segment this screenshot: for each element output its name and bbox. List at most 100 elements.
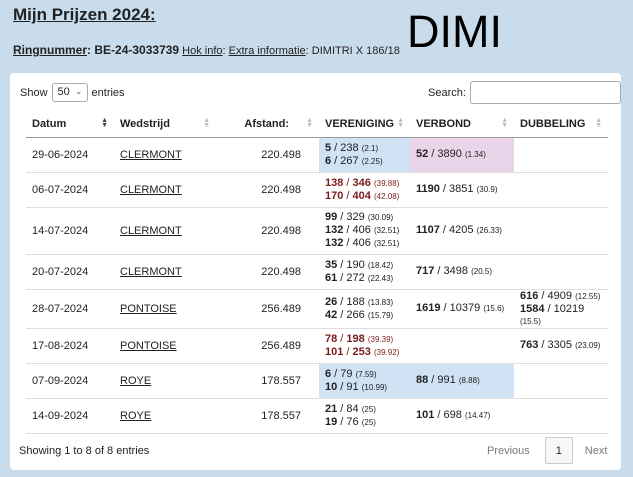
- col-header-label: Afstand:: [244, 117, 289, 130]
- previous-button[interactable]: Previous: [487, 444, 530, 457]
- page-1-button[interactable]: 1: [544, 437, 573, 464]
- cell-vereniging: 138 / 346 (39.88) 170 / 404 (42.08): [319, 172, 410, 208]
- wedstrijd-link[interactable]: PONTOISE: [120, 339, 177, 352]
- col-header-vereniging[interactable]: VERENIGING ▲ ▼: [319, 111, 410, 138]
- wedstrijd-link[interactable]: ROYE: [120, 374, 152, 387]
- hok-info-link[interactable]: Hok info: [182, 45, 223, 57]
- result-percentage: (15.6): [483, 304, 505, 313]
- col-header-label: Datum: [32, 117, 67, 130]
- result-percentage: (25): [361, 404, 376, 414]
- wedstrijd-link[interactable]: ROYE: [120, 409, 152, 422]
- wedstrijd-link[interactable]: CLERMONT: [120, 183, 182, 196]
- result-entry: 132 / 406 (32.51): [325, 237, 404, 250]
- result-percentage: (13.83): [367, 297, 394, 307]
- col-header-wedstrijd[interactable]: Wedstrijd ▲ ▼: [114, 111, 216, 138]
- result-percentage: (15.79): [367, 310, 394, 320]
- cell-verbond: 52 / 3890 (1.34): [410, 137, 514, 173]
- ring-colon: :: [87, 43, 95, 57]
- cell-vereniging: 5 / 238 (2.1) 6 / 267 (2.25): [319, 137, 410, 173]
- wedstrijd-link[interactable]: CLERMONT: [120, 224, 182, 237]
- result-separator: /: [337, 258, 347, 271]
- cell-wedstrijd: CLERMONT: [114, 172, 216, 208]
- result-percentage: (32.51): [373, 239, 400, 248]
- col-header-afstand[interactable]: Afstand: ▲ ▼: [216, 111, 319, 138]
- result-entry: 19 / 76 (25): [325, 416, 404, 429]
- result-percentage: (7.59): [355, 369, 377, 379]
- table-info: Showing 1 to 8 of 8 entries: [19, 445, 150, 457]
- cell-wedstrijd: CLERMONT: [114, 137, 216, 173]
- result-separator: /: [544, 302, 554, 315]
- extra-info-link[interactable]: Extra informatie: [228, 45, 306, 57]
- col-header-label: VERENIGING: [325, 117, 395, 130]
- result-separator: /: [434, 409, 444, 421]
- cell-afstand: 220.498: [216, 172, 319, 208]
- search-input[interactable]: [469, 81, 621, 104]
- entries-select-value: 50: [57, 86, 70, 98]
- result-rank: 61: [325, 271, 338, 284]
- extra-info-value: DIMITRI X 186/18: [311, 45, 400, 57]
- result-separator: /: [343, 189, 353, 202]
- result-percentage: (1.34): [464, 150, 486, 159]
- entries-label: entries: [91, 86, 125, 99]
- chevron-down-icon: ⌄: [74, 86, 83, 96]
- col-header-label: VERBOND: [416, 117, 472, 130]
- cell-vereniging: 26 / 188 (13.83) 42 / 266 (15.79): [319, 289, 410, 329]
- result-rank: 170: [325, 189, 344, 202]
- col-header-datum[interactable]: Datum ▲ ▼: [26, 111, 114, 138]
- col-header-verbond[interactable]: VERBOND ▲ ▼: [410, 111, 514, 138]
- result-total: 76: [346, 415, 359, 428]
- result-entry: 42 / 266 (15.79): [325, 309, 404, 322]
- result-entry: 6 / 267 (2.25): [325, 155, 404, 168]
- result-rank: 101: [416, 409, 435, 421]
- col-header-dubbeling[interactable]: DUBBELING ▲ ▼: [514, 111, 608, 138]
- next-button[interactable]: Next: [584, 444, 608, 457]
- result-percentage: (30.09): [367, 213, 394, 222]
- result-total: 253: [352, 345, 371, 358]
- result-separator: /: [331, 367, 341, 380]
- cell-wedstrijd: ROYE: [114, 363, 216, 399]
- wedstrijd-link[interactable]: PONTOISE: [120, 302, 177, 315]
- result-entry: 101 / 253 (39.92): [325, 346, 404, 359]
- search-label: Search:: [428, 86, 466, 99]
- result-separator: /: [428, 148, 438, 160]
- table-row: 06-07-2024 CLERMONT 220.498 138 / 346 (39.8…: [26, 172, 608, 208]
- result-total: 3498: [443, 265, 469, 277]
- result-separator: /: [337, 380, 347, 393]
- result-separator: /: [538, 339, 548, 351]
- result-entry: 138 / 346 (39.88): [325, 177, 404, 190]
- result-entry: 78 / 198 (39.39): [325, 333, 404, 346]
- cell-dubbeling: [514, 363, 608, 399]
- result-percentage: (22.43): [367, 273, 394, 283]
- result-rank: 101: [325, 345, 344, 358]
- ring-label: Ringnummer: [13, 43, 88, 57]
- result-percentage: (26.33): [476, 226, 502, 235]
- result-percentage: (12.55): [575, 291, 601, 301]
- cell-wedstrijd: CLERMONT: [114, 207, 216, 255]
- cell-datum: 28-07-2024: [26, 289, 114, 329]
- result-rank: 26: [325, 295, 338, 308]
- result-total: 10219: [553, 302, 585, 315]
- result-entry: 1190 / 3851 (30.9): [416, 183, 508, 196]
- result-rank: 42: [325, 308, 338, 321]
- sort-icon: ▲ ▼: [397, 117, 404, 129]
- ring-value: BE-24-3033739: [94, 43, 180, 57]
- result-separator: /: [440, 302, 450, 314]
- result-separator: /: [331, 141, 341, 154]
- result-rank: 99: [325, 211, 338, 223]
- cell-wedstrijd: CLERMONT: [114, 254, 216, 290]
- result-total: 698: [443, 409, 462, 421]
- entries-select[interactable]: 50 ⌄: [51, 83, 88, 102]
- result-percentage: (39.39): [367, 334, 394, 344]
- pigeon-name-heading: DIMI: [407, 6, 502, 57]
- table-row: 07-09-2024 ROYE 178.557 6 / 79 (7.59) 10 / 9…: [26, 363, 608, 399]
- wedstrijd-link[interactable]: CLERMONT: [120, 265, 182, 278]
- result-entry: 132 / 406 (32.51): [325, 224, 404, 237]
- result-entry: 1619 / 10379 (15.6): [416, 302, 508, 315]
- sort-icon: ▲ ▼: [501, 117, 508, 129]
- result-total: 346: [352, 176, 371, 189]
- table-row: 17-08-2024 PONTOISE 256.489 78 / 198 (39.39…: [26, 328, 608, 364]
- result-percentage: (18.42): [367, 260, 394, 270]
- result-percentage: (14.47): [464, 411, 491, 420]
- result-total: 406: [352, 224, 371, 236]
- wedstrijd-link[interactable]: CLERMONT: [120, 148, 182, 161]
